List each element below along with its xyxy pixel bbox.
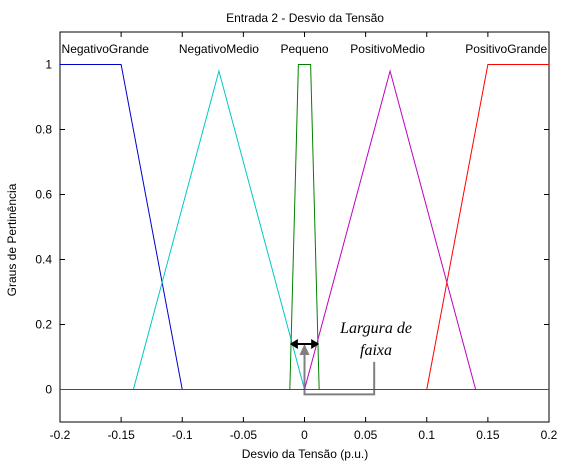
x-tick-label: -0.15: [107, 428, 135, 442]
mf-label: NegativoGrande: [62, 42, 150, 56]
series-line-negativogrande: [60, 64, 549, 390]
x-tick-label: -0.05: [230, 428, 258, 442]
x-tick-label: 0: [301, 428, 308, 442]
y-tick-label: 0: [45, 383, 52, 397]
series-line-positivomedio: [60, 69, 549, 390]
plot-area: -0.2 -0.15 -0.1 -0.05 0 0.05 0.1 0.15 0.2 0 0.2 0.4…: [35, 31, 558, 442]
mf-label: NegativoMedio: [179, 42, 259, 56]
mf-label: PositivoGrande: [465, 42, 547, 56]
x-tick-label: 0.1: [418, 428, 435, 442]
y-tick-label: 0.6: [35, 188, 52, 202]
annotation-largura-line2: faixa: [360, 342, 392, 359]
series-line-pequeno: [60, 64, 549, 390]
annotation-largura-line1: Largura de: [339, 320, 412, 337]
callout-pointer-arrowhead: [299, 344, 310, 355]
series-line-negativomedio: [60, 69, 549, 390]
band-width-arrowhead-left: [289, 339, 298, 349]
x-axis-label: Desvio da Tensão (p.u.): [242, 447, 369, 461]
x-tick-label: -0.1: [172, 428, 193, 442]
x-tick-label: 0.2: [541, 428, 558, 442]
y-tick-label: 0.8: [35, 123, 52, 137]
series-line-positivogrande: [60, 64, 549, 390]
y-tick-label: 1: [45, 58, 52, 72]
mf-label: PositivoMedio: [350, 42, 425, 56]
mf-label: Pequeno: [280, 42, 328, 56]
chart-title: Entrada 2 - Desvio da Tensão: [226, 11, 384, 25]
x-tick-label: 0.15: [476, 428, 500, 442]
y-tick-label: 0.2: [35, 318, 52, 332]
callout-pointer-line: [303, 352, 376, 396]
band-width-arrowhead-right: [311, 339, 320, 349]
y-tick-label: 0.4: [35, 253, 52, 267]
x-tick-label: 0.05: [354, 428, 378, 442]
y-axis-label: Graus de Pertinência: [5, 183, 19, 296]
x-tick-label: -0.2: [50, 428, 71, 442]
